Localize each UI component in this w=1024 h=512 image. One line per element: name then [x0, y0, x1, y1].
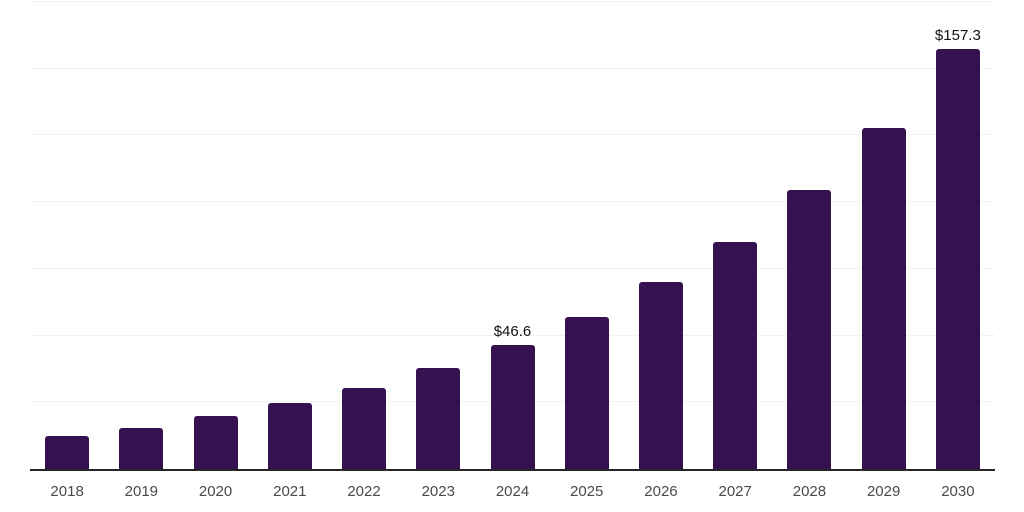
x-tick-label-2019: 2019 [124, 483, 159, 500]
x-tick-label-2020: 2020 [198, 483, 233, 500]
x-tick-label-2027: 2027 [718, 483, 752, 500]
x-tick-label-2023: 2023 [421, 483, 455, 500]
gridline-175 [30, 1, 995, 2]
bar-2027 [713, 242, 758, 469]
bar-2021 [267, 403, 312, 469]
x-axis: 2018 2019 2020 2021 2022 2023 2024 2025 2026 2027… [30, 483, 995, 505]
bar-2026 [638, 282, 683, 469]
bar-2019 [119, 427, 164, 469]
plot-area: $46.6 $157.3 [30, 1, 995, 471]
bar-2024 [490, 344, 535, 469]
gridline-100 [30, 201, 995, 203]
bar-2022 [342, 387, 387, 469]
bar-2028 [787, 190, 832, 469]
gridline-75 [30, 267, 995, 269]
bar-2020 [193, 416, 238, 469]
bar-2023 [416, 367, 461, 469]
x-tick-label-2028: 2028 [792, 483, 827, 500]
x-tick-label-2025: 2025 [570, 483, 604, 500]
bar-2029 [861, 127, 906, 469]
data-label-2030: $157.3 [934, 27, 981, 45]
x-tick-label-2021: 2021 [273, 483, 307, 500]
x-tick-label-2026: 2026 [644, 483, 678, 500]
x-tick-label-2022: 2022 [347, 483, 381, 500]
gridline-150 [30, 67, 995, 69]
bar-2025 [564, 317, 609, 469]
x-tick-label-2030: 2030 [941, 483, 975, 500]
gridline-50 [30, 334, 995, 336]
x-tick-label-2024: 2024 [495, 483, 530, 500]
data-label-2024: $46.6 [493, 322, 532, 340]
bar-2018 [45, 435, 90, 469]
x-tick-label-2029: 2029 [866, 483, 901, 500]
gridline-125 [30, 134, 995, 136]
bar-2030 [935, 49, 980, 469]
x-tick-label-2018: 2018 [50, 483, 84, 500]
